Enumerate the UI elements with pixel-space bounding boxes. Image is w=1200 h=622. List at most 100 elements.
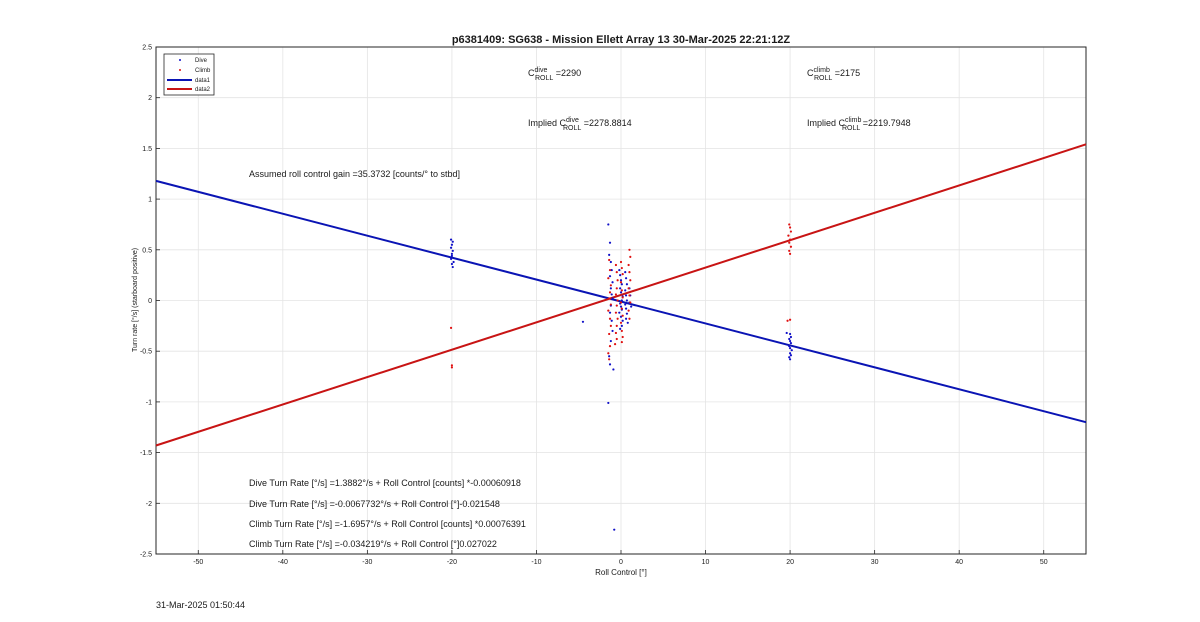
dive-point	[620, 324, 623, 327]
dive-point	[625, 283, 629, 286]
dive-point	[610, 319, 613, 322]
dive-point	[610, 293, 613, 296]
axis-ticks: -50 -40 -30 -20 -10 0 10 20 30 40 50-2.5-2-1.5-1-0…	[140, 45, 1048, 567]
dive-point	[611, 281, 614, 284]
dive-point	[624, 294, 628, 297]
dive-point	[790, 349, 793, 352]
climb-point	[788, 223, 791, 226]
dive-point	[611, 329, 614, 333]
climb-point	[616, 317, 619, 320]
climb-point	[789, 245, 793, 248]
dive-point	[612, 368, 615, 371]
dive-point	[449, 246, 453, 249]
climb-point	[627, 309, 630, 312]
climb-point	[788, 249, 791, 252]
climb-point	[628, 248, 631, 251]
dive-point	[450, 252, 454, 255]
climb-point	[614, 293, 618, 296]
dive-point	[608, 355, 611, 358]
climb-point	[607, 277, 610, 280]
dive-point	[619, 327, 622, 330]
climb-point	[629, 255, 632, 258]
dive-point	[620, 283, 623, 286]
x-tick-label: 50	[1040, 559, 1048, 566]
dive-point	[624, 307, 628, 310]
chart-title: p6381409: SG638 - Mission Ellett Array 1…	[452, 34, 791, 46]
climb-point	[629, 279, 632, 282]
y-tick-label: 1.5	[142, 146, 152, 153]
y-tick-label: -2	[146, 501, 152, 508]
climb-point	[620, 266, 623, 270]
climb-point	[614, 311, 618, 314]
y-tick-label: -2.5	[140, 552, 152, 559]
cdive-sub: ROLL	[535, 75, 553, 82]
climb-point	[613, 343, 617, 346]
climb-point	[788, 241, 791, 244]
dive-point	[624, 271, 627, 274]
climb-point	[620, 340, 623, 344]
dive-point	[451, 240, 454, 243]
dive-point	[608, 241, 612, 244]
dive-point	[611, 297, 614, 300]
dive-point	[619, 305, 623, 308]
implied-climb-sup: climb	[845, 117, 861, 124]
y-tick-label: 1	[148, 197, 152, 204]
y-tick-label: 0	[148, 298, 152, 305]
dive-point	[450, 243, 454, 246]
climb-point	[620, 289, 623, 292]
dive-point	[452, 260, 455, 264]
climb-point	[608, 317, 612, 320]
climb-point	[609, 324, 612, 327]
climb-point	[619, 321, 623, 324]
plot-area	[155, 143, 1087, 531]
implied-climb-value: =2219.7948	[860, 118, 910, 128]
fit-equation-1: Dive Turn Rate [°/s] =1.3882°/s + Roll C…	[249, 478, 521, 488]
climb-point	[615, 324, 618, 327]
climb-point	[608, 268, 612, 272]
fit-equation-4: Climb Turn Rate [°/s] =-0.034219°/s + Ro…	[249, 539, 497, 549]
implied-dive-annotation: Implied Cdive ROLL =2278.8814	[528, 117, 632, 132]
dive-point	[789, 335, 793, 339]
dive-point	[608, 311, 612, 314]
y-axis-label: Turn rate [°/s] (starboard positive)	[131, 248, 139, 352]
data2-fit-line	[155, 143, 1087, 447]
dive-point	[618, 268, 621, 272]
dive-point	[618, 311, 621, 314]
implied-dive-sub: ROLL	[563, 125, 581, 132]
climb-point	[616, 279, 619, 282]
climb-point	[627, 287, 630, 290]
x-axis-label: Roll Control [°]	[595, 568, 647, 577]
dive-point	[624, 277, 628, 280]
x-tick-label: 20	[786, 559, 794, 566]
dive-point	[785, 331, 788, 335]
dive-point	[625, 299, 629, 302]
cclimb-annotation: Cclimb ROLL =2175	[807, 67, 860, 82]
legend-climb-label: Climb	[195, 68, 211, 74]
y-tick-label: 2.5	[142, 45, 152, 52]
climb-point	[629, 301, 632, 304]
climb-point	[608, 358, 611, 361]
climb-point	[615, 304, 618, 307]
dive-point	[624, 289, 627, 292]
climb-point	[786, 319, 789, 322]
gain-annotation: Assumed roll control gain =35.3732 [coun…	[249, 169, 460, 179]
climb-point	[616, 299, 619, 302]
cclimb-sub: ROLL	[814, 75, 832, 82]
fit-equation-3: Climb Turn Rate [°/s] =-1.6957°/s + Roll…	[249, 519, 526, 529]
climb-point	[787, 234, 790, 237]
climb-point	[628, 271, 631, 274]
dive-point	[619, 274, 622, 277]
climb-point	[788, 252, 792, 255]
dive-point	[449, 238, 453, 241]
climb-point	[608, 332, 611, 336]
implied-climb-sub: ROLL	[842, 125, 860, 132]
cclimb-sup: climb	[814, 67, 830, 74]
x-tick-label: 0	[619, 559, 623, 566]
legend-climb-marker	[179, 69, 181, 71]
implied-climb-prefix: Implied C	[807, 118, 846, 128]
x-tick-label: -20	[447, 559, 457, 566]
climb-point	[619, 281, 623, 284]
cdive-annotation: Cdive ROLL =2290	[528, 67, 581, 82]
dive-point	[788, 358, 792, 361]
climb-point	[450, 364, 454, 367]
